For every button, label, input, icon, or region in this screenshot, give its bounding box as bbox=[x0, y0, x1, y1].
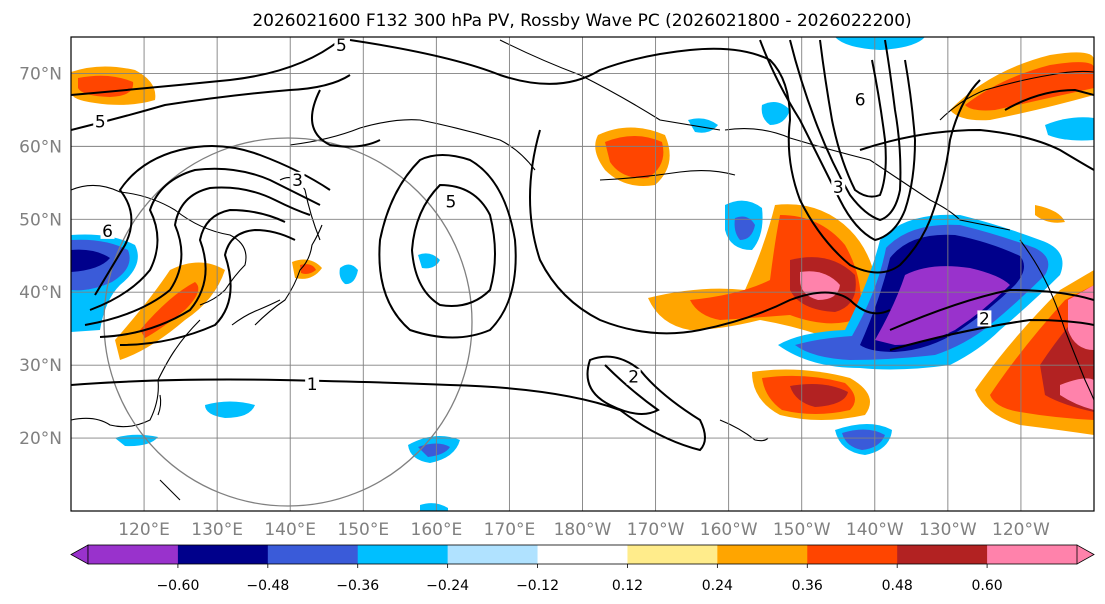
colorbar-swatch bbox=[807, 545, 898, 564]
contour-label: 3 bbox=[833, 178, 844, 198]
contour-label-bg bbox=[831, 179, 846, 196]
lon-label: 150°W bbox=[773, 520, 831, 540]
contour-label: 5 bbox=[95, 113, 106, 133]
lon-label: 170°W bbox=[627, 520, 685, 540]
colorbar-swatch bbox=[357, 545, 449, 564]
coastlines bbox=[71, 39, 1094, 501]
colorbar-swatch bbox=[717, 545, 808, 564]
contour-label-bg bbox=[443, 193, 458, 210]
lon-label: 160°W bbox=[700, 520, 758, 540]
contour-label-bg bbox=[290, 171, 305, 188]
latitude-labels: 70°N 60°N 50°N 40°N 30°N 20°N bbox=[19, 64, 62, 449]
contour-label-bg bbox=[93, 113, 108, 130]
contour-label: 2 bbox=[628, 368, 639, 388]
chart-title: 2026021600 F132 300 hPa PV, Rossby Wave … bbox=[252, 11, 911, 31]
lat-label: 40°N bbox=[19, 283, 62, 303]
contour-labels: 5 5 6 3 5 1 2 6 3 2 bbox=[93, 36, 992, 395]
colorbar-swatch bbox=[627, 545, 718, 564]
colorbar: −0.60 −0.48 −0.36 −0.24 −0.12 0.12 0.24 0.36 0.4… bbox=[70, 544, 1095, 594]
colorbar-swatch bbox=[88, 545, 179, 564]
colorbar-swatch bbox=[267, 545, 359, 564]
contour-label: 6 bbox=[855, 91, 866, 111]
colorbar-swatch bbox=[987, 545, 1078, 564]
colorbar-tick-label: −0.48 bbox=[246, 578, 289, 594]
lon-label: 140°E bbox=[264, 520, 316, 540]
contour-label-bg bbox=[977, 310, 992, 327]
map-area: 5 5 6 3 5 1 2 6 3 2 bbox=[71, 36, 1094, 511]
colorbar-tick-label: −0.24 bbox=[426, 578, 469, 594]
contour-label-bg bbox=[334, 37, 349, 53]
pv-contours bbox=[71, 39, 1094, 452]
lon-label: 160°E bbox=[411, 520, 463, 540]
lon-label: 130°W bbox=[919, 520, 977, 540]
lon-label: 150°E bbox=[337, 520, 389, 540]
colorbar-extend-max bbox=[1076, 544, 1095, 565]
lon-label: 140°W bbox=[846, 520, 904, 540]
colorbar-tick-label: 0.36 bbox=[792, 578, 823, 594]
colorbar-extend-min bbox=[70, 544, 89, 565]
contour-label: 5 bbox=[446, 193, 457, 213]
graticule bbox=[71, 37, 1094, 511]
colorbar-tick-label: 0.60 bbox=[972, 578, 1003, 594]
contour-label: 3 bbox=[292, 171, 303, 191]
lat-label: 50°N bbox=[19, 210, 62, 230]
colorbar-tick-label: 0.24 bbox=[702, 578, 733, 594]
lon-label: 170°E bbox=[484, 520, 536, 540]
colorbar-frame bbox=[87, 544, 1078, 565]
contour-label: 1 bbox=[307, 375, 318, 395]
contour-label-bg bbox=[100, 222, 115, 239]
colorbar-tick-label: −0.60 bbox=[156, 578, 199, 594]
lat-label: 30°N bbox=[19, 356, 62, 376]
lat-label: 60°N bbox=[19, 137, 62, 157]
colorbar-swatch bbox=[897, 545, 988, 564]
lon-label: 120°E bbox=[118, 520, 170, 540]
lon-label: 180°W bbox=[554, 520, 612, 540]
colorbar-tick-label: −0.36 bbox=[336, 578, 379, 594]
range-circle bbox=[103, 137, 473, 507]
longitude-labels: 120°E 130°E 140°E 150°E 160°E 170°E 180°W 170°W… bbox=[118, 520, 1050, 540]
colorbar-swatch bbox=[537, 545, 628, 564]
colorbar-swatch bbox=[447, 545, 539, 564]
map-frame bbox=[70, 36, 1095, 512]
lon-label: 130°E bbox=[191, 520, 243, 540]
colorbar-swatch bbox=[177, 545, 269, 564]
colorbar-tick-label: 0.12 bbox=[612, 578, 643, 594]
contour-label-bg bbox=[853, 91, 868, 108]
colorbar-tick-label: 0.48 bbox=[882, 578, 913, 594]
contour-label-bg bbox=[305, 376, 320, 393]
colorbar-tick-label: −0.12 bbox=[516, 578, 559, 594]
lat-label: 20°N bbox=[19, 429, 62, 449]
contour-label: 6 bbox=[102, 222, 113, 242]
contour-label: 2 bbox=[979, 309, 990, 329]
lon-label: 120°W bbox=[992, 520, 1050, 540]
lat-label: 70°N bbox=[19, 64, 62, 84]
contour-label: 5 bbox=[336, 36, 347, 56]
contour-label-bg bbox=[626, 368, 641, 385]
